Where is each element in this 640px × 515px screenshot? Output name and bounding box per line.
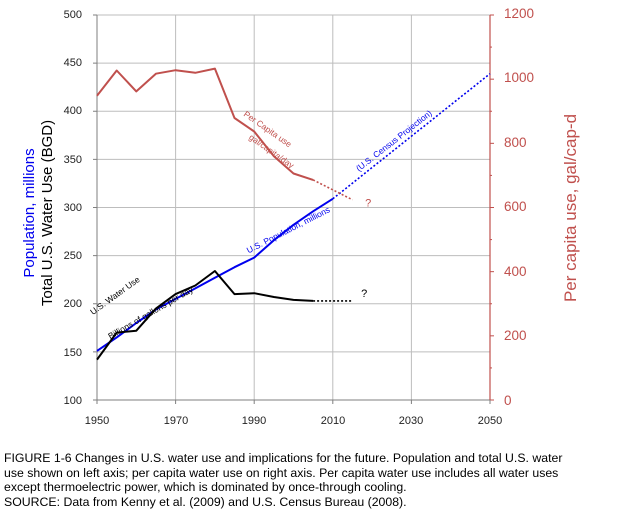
right-tick-label: 600 xyxy=(504,199,527,214)
right-tick-label: 0 xyxy=(504,393,512,408)
series-line xyxy=(96,197,334,352)
left-axis-title-population: Population, millions xyxy=(21,148,38,277)
figure-caption: FIGURE 1-6 Changes in U.S. water use and… xyxy=(4,451,636,509)
right-axis-title: Per capita use, gal/cap-d xyxy=(561,114,580,302)
right-tick-label: 1000 xyxy=(504,70,534,85)
left-tick-label: 100 xyxy=(64,395,82,407)
series-line xyxy=(312,179,353,201)
right-tick-label: 400 xyxy=(504,264,527,279)
left-tick-label: 500 xyxy=(64,9,82,21)
left-tick-label: 200 xyxy=(64,298,82,310)
caption-line: except thermoelectric power, which is do… xyxy=(4,480,407,495)
x-tick-label: 2050 xyxy=(478,415,502,427)
x-tick-label: 1970 xyxy=(164,415,188,427)
chart-annotation: ? xyxy=(361,288,367,300)
right-axis-ticks: 0 200 400 600 800 1000 1200 xyxy=(504,6,534,408)
caption-line: FIGURE 1-6 Changes in U.S. water use and… xyxy=(4,451,563,465)
x-tick-label: 1950 xyxy=(85,415,109,427)
left-tick-label: 350 xyxy=(64,154,82,166)
chart-annotation: (U.S. Census Projection) xyxy=(354,108,434,174)
series-line xyxy=(96,270,314,361)
caption-line: use shown on left axis; per capita water… xyxy=(4,465,559,480)
left-tick-label: 450 xyxy=(64,57,82,69)
right-tick-label: 1200 xyxy=(504,6,534,21)
x-tick-label: 1990 xyxy=(242,415,266,427)
chart-annotation: ? xyxy=(365,198,371,210)
x-tick-label: 2030 xyxy=(399,415,423,427)
series-line xyxy=(96,67,314,181)
x-tick-label: 2010 xyxy=(321,415,345,427)
left-tick-label: 150 xyxy=(64,347,82,359)
x-axis-ticks: 1950 1970 1990 2010 2030 2050 xyxy=(85,415,502,427)
left-axis-title-water-use: Total U.S. Water Use (BGD) xyxy=(39,120,56,306)
chart-annotation: U.S. Population, millions xyxy=(245,204,332,255)
left-axis-ticks: 100 150 200 250 300 350 400 450 500 xyxy=(64,9,82,407)
left-tick-label: 400 xyxy=(64,105,82,117)
chart-annotation: U.S. Water Use xyxy=(88,274,142,317)
series-line xyxy=(332,73,491,200)
caption-line: SOURCE: Data from Kenny et al. (2009) an… xyxy=(4,494,407,509)
left-tick-label: 300 xyxy=(64,202,82,214)
left-tick-label: 250 xyxy=(64,250,82,262)
right-tick-label: 200 xyxy=(504,328,527,343)
right-tick-label: 800 xyxy=(504,135,527,150)
